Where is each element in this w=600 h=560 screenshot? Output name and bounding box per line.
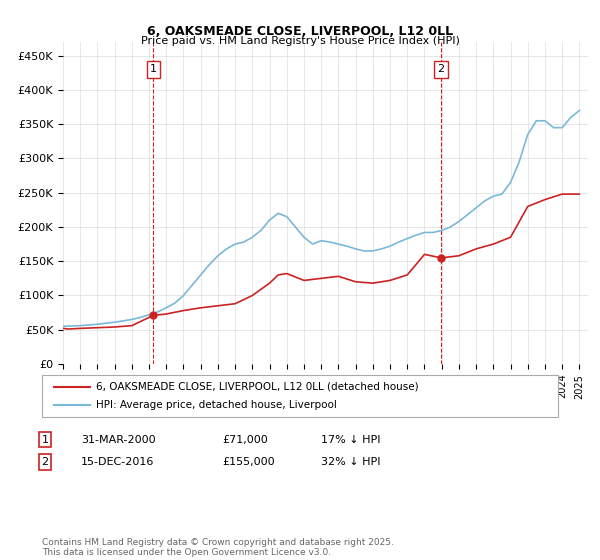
Text: 1: 1: [41, 435, 49, 445]
Text: 32% ↓ HPI: 32% ↓ HPI: [321, 457, 380, 467]
Text: 31-MAR-2000: 31-MAR-2000: [81, 435, 155, 445]
Text: 1: 1: [150, 64, 157, 74]
Text: £155,000: £155,000: [222, 457, 275, 467]
Text: 6, OAKSMEADE CLOSE, LIVERPOOL, L12 0LL (detached house): 6, OAKSMEADE CLOSE, LIVERPOOL, L12 0LL (…: [96, 382, 419, 392]
Text: 6, OAKSMEADE CLOSE, LIVERPOOL, L12 0LL: 6, OAKSMEADE CLOSE, LIVERPOOL, L12 0LL: [147, 25, 453, 38]
Text: £71,000: £71,000: [222, 435, 268, 445]
Text: HPI: Average price, detached house, Liverpool: HPI: Average price, detached house, Live…: [96, 400, 337, 410]
Text: Price paid vs. HM Land Registry's House Price Index (HPI): Price paid vs. HM Land Registry's House …: [140, 36, 460, 46]
Text: 15-DEC-2016: 15-DEC-2016: [81, 457, 154, 467]
Text: 2: 2: [437, 64, 445, 74]
Text: 17% ↓ HPI: 17% ↓ HPI: [321, 435, 380, 445]
Text: Contains HM Land Registry data © Crown copyright and database right 2025.
This d: Contains HM Land Registry data © Crown c…: [42, 538, 394, 557]
Text: 2: 2: [41, 457, 49, 467]
